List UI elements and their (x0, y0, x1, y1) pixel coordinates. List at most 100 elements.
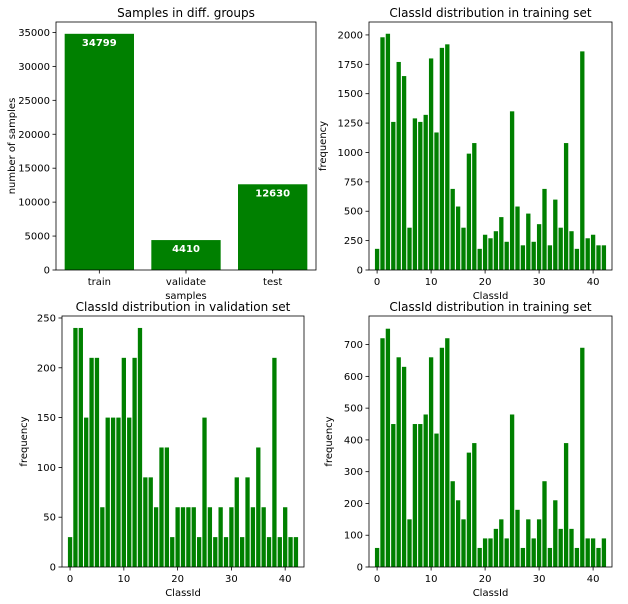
bar (547, 547, 553, 567)
bar (499, 519, 504, 567)
y-axis-label: frequency (19, 416, 30, 466)
bar (553, 500, 558, 567)
bar (202, 417, 207, 567)
bar (477, 547, 482, 567)
bar (186, 507, 191, 567)
bar (445, 338, 450, 567)
bar (499, 217, 504, 270)
bar (526, 213, 531, 270)
bar (455, 206, 461, 270)
bar (590, 538, 596, 567)
bar (407, 227, 412, 270)
bar (515, 206, 520, 270)
y-tick-label: 250 (344, 236, 363, 247)
y-tick-label: 50 (43, 513, 56, 524)
x-tick-label: train (88, 277, 111, 288)
bar (515, 509, 520, 567)
bar (401, 366, 407, 567)
x-tick-label: 30 (225, 574, 238, 585)
bar (601, 245, 607, 270)
bar (558, 227, 563, 270)
bar (531, 538, 536, 567)
bar (240, 537, 245, 567)
chart-2: 0 250 500 750 1000 1250 1500 1750 2000 0 10 20 30 40 C… (318, 6, 613, 302)
bar (110, 417, 116, 567)
bar (558, 528, 563, 567)
bar (472, 443, 477, 567)
bar (67, 537, 73, 567)
x-axis-label: samples (165, 291, 207, 302)
bar (234, 477, 239, 567)
y-tick-label: 15000 (18, 164, 50, 175)
bar (288, 537, 293, 567)
bar (509, 414, 515, 567)
bar (127, 417, 132, 567)
axes-frame (61, 315, 305, 568)
y-tick-label: 2000 (338, 30, 363, 41)
y-tick-label: 0 (44, 266, 50, 277)
x-tick-label: 40 (587, 574, 600, 585)
bar (601, 538, 607, 567)
bar (580, 347, 585, 567)
bar (229, 507, 234, 567)
bar (256, 447, 261, 567)
bar (428, 357, 434, 567)
bar (396, 357, 401, 567)
bar (148, 477, 153, 567)
bar (170, 537, 175, 567)
bar (89, 357, 94, 567)
bar (396, 61, 401, 271)
bar (272, 357, 277, 567)
bar (466, 153, 472, 270)
bar (439, 47, 445, 270)
y-axis-label: frequency (318, 121, 329, 171)
bar (477, 248, 482, 270)
bar (585, 538, 590, 567)
bar (153, 507, 159, 567)
data-label: 34799 (82, 38, 117, 49)
bar (563, 143, 569, 270)
bar (553, 199, 558, 270)
bar (218, 507, 223, 567)
bar (466, 452, 472, 567)
y-tick-label: 150 (37, 413, 56, 424)
y-tick-label: 35000 (18, 28, 50, 39)
bar (418, 424, 423, 567)
bar (509, 111, 515, 270)
bar (121, 357, 126, 567)
x-tick-label: 10 (425, 574, 438, 585)
bar (137, 327, 143, 567)
bar (374, 248, 380, 270)
bar (569, 528, 574, 567)
chart-3: 0 50 100 150 200 250 0 10 20 30 40 ClassId distribu… (19, 300, 305, 599)
y-tick-label: 300 (344, 467, 363, 478)
bar (590, 234, 596, 270)
x-tick-label: 20 (479, 574, 492, 585)
x-tick-label: 40 (587, 277, 600, 288)
y-tick-label: 100 (344, 531, 363, 542)
y-tick-label: 400 (344, 435, 363, 446)
y-axis-label: frequency (324, 416, 335, 466)
chart-title: ClassId distribution in training set (389, 300, 591, 314)
y-tick-label: 250 (37, 313, 56, 324)
y-tick-label: 500 (344, 404, 363, 415)
bar (84, 417, 89, 567)
bar (261, 507, 266, 567)
bar (569, 231, 574, 270)
y-tick-label: 600 (344, 372, 363, 383)
y-tick-label: 0 (357, 266, 363, 277)
bar (547, 245, 553, 270)
x-tick-label: 20 (479, 277, 492, 288)
bar (196, 537, 202, 567)
bar (488, 238, 493, 270)
bar (580, 51, 585, 270)
bar (391, 424, 396, 567)
data-label: 4410 (172, 244, 200, 255)
bar (132, 357, 137, 567)
bar (596, 245, 601, 270)
y-tick-label: 700 (344, 340, 363, 351)
bar (585, 238, 590, 270)
bar (574, 248, 580, 270)
axes-frame (368, 315, 613, 568)
